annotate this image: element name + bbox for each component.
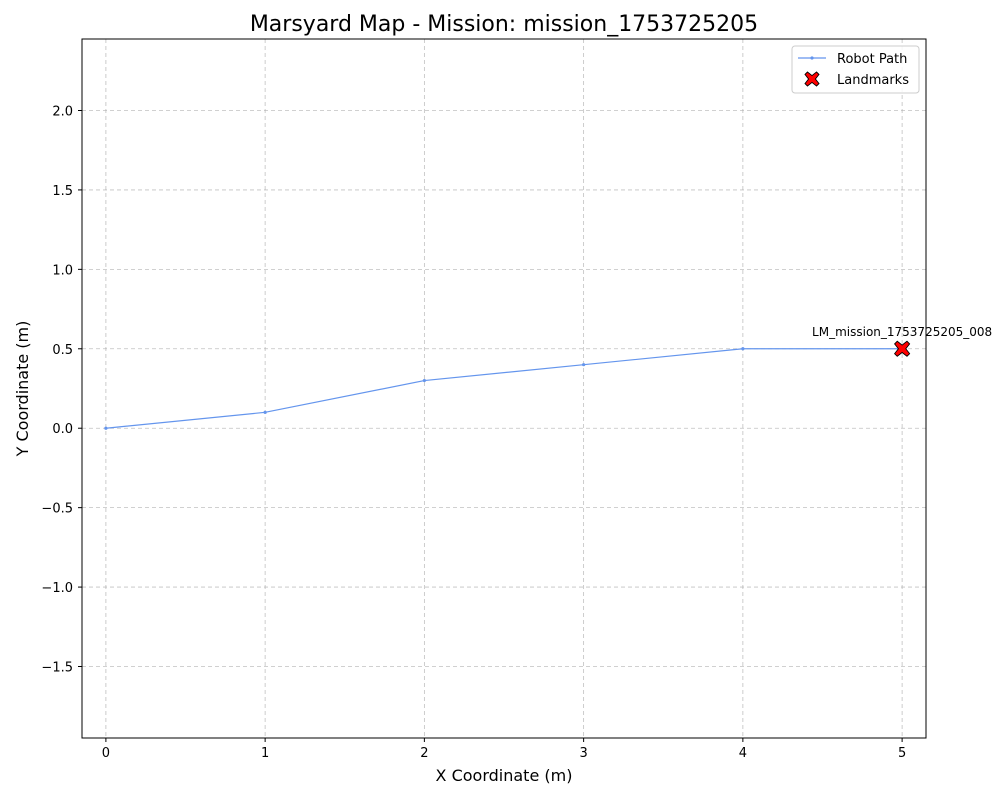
x-tick-label: 1 bbox=[261, 746, 269, 761]
robot-path-point bbox=[582, 363, 586, 367]
y-tick-label: 1.0 bbox=[52, 263, 73, 278]
x-tick-label: 3 bbox=[579, 746, 587, 761]
x-axis-label: X Coordinate (m) bbox=[436, 766, 573, 785]
robot-path-line bbox=[105, 348, 903, 429]
legend-entry-label: Robot Path bbox=[837, 52, 907, 67]
x-tick-label: 2 bbox=[420, 746, 428, 761]
x-tick-label: 4 bbox=[739, 746, 747, 761]
y-tick-label: −0.5 bbox=[41, 502, 73, 517]
x-tick-label: 5 bbox=[898, 746, 906, 761]
y-tick-label: 2.0 bbox=[52, 104, 73, 119]
legend-entry-label: Landmarks bbox=[837, 73, 909, 88]
robot-path-point bbox=[104, 426, 108, 430]
y-tick-label: 0.5 bbox=[52, 343, 73, 358]
series-layer: LM_mission_1753725205_008 bbox=[104, 325, 992, 430]
y-axis-label: Y Coordinate (m) bbox=[13, 321, 32, 458]
plot-frame bbox=[81, 38, 927, 739]
legend: Robot Path Landmarks bbox=[791, 45, 920, 94]
legend-marker-swatch bbox=[804, 71, 820, 87]
grid-layer bbox=[82, 39, 926, 738]
y-tick-label: 1.5 bbox=[52, 184, 73, 199]
x-tick-label: 0 bbox=[102, 746, 110, 761]
chart-title: Marsyard Map - Mission: mission_17537252… bbox=[250, 12, 758, 37]
y-tick-label: −1.5 bbox=[41, 661, 73, 676]
y-tick-label: 0.0 bbox=[52, 422, 73, 437]
robot-path-point bbox=[422, 378, 426, 383]
robot-path-point bbox=[741, 347, 745, 351]
robot-path-point bbox=[263, 410, 267, 414]
y-tick-label: −1.0 bbox=[41, 581, 73, 596]
tick-layer: 0 1 2 3 4 5 2.0 1.5 1.0 0.5 0.0 −0.5 −1.0 −1.5 bbox=[41, 104, 906, 761]
legend-point-swatch bbox=[810, 56, 814, 60]
landmark-label: LM_mission_1753725205_008 bbox=[812, 325, 992, 339]
landmark-marker bbox=[894, 340, 911, 357]
